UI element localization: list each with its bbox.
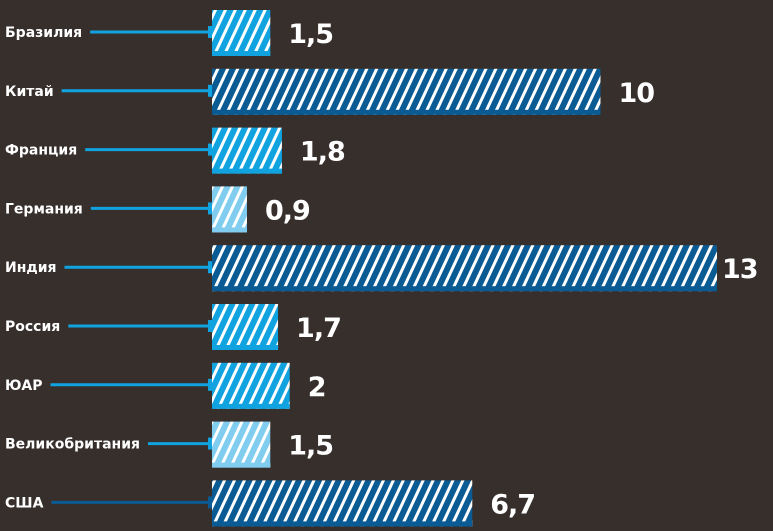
bar: [212, 421, 271, 468]
bar-row: Бразилия 1,5: [5, 10, 334, 56]
bar: [212, 127, 282, 174]
bar-row: Германия 0,9: [5, 186, 311, 233]
value-label: 2: [308, 372, 326, 403]
bar: [212, 10, 271, 56]
category-label: Германия: [5, 201, 83, 217]
category-label: Индия: [5, 260, 57, 276]
bar-base: [212, 345, 279, 350]
bar-base: [212, 51, 271, 56]
bar-row: Китай 10: [5, 68, 655, 115]
bar: [212, 245, 717, 292]
leader-tick: [208, 320, 212, 332]
category-label: ЮАР: [5, 378, 43, 394]
value-label: 10: [618, 78, 654, 109]
leader-tick: [208, 496, 212, 509]
bar: [212, 68, 601, 115]
bar: [212, 480, 473, 527]
leader-tick: [208, 202, 212, 215]
leader-tick: [208, 261, 212, 274]
value-label: 1,5: [288, 19, 333, 50]
category-label: Бразилия: [5, 25, 82, 41]
value-label: 1,7: [296, 313, 341, 344]
bar-row: Индия 13: [5, 245, 759, 292]
bar-base: [212, 168, 282, 174]
value-label: 6,7: [490, 489, 535, 520]
value-label: 13: [722, 254, 758, 285]
bar-base: [212, 521, 473, 527]
leader-tick: [208, 143, 212, 156]
category-label: Китай: [5, 84, 54, 100]
bar-row: ЮАР 2: [5, 362, 326, 409]
bar-row: Франция 1,8: [5, 127, 346, 174]
leader-tick: [208, 437, 212, 450]
bar-base: [212, 227, 247, 233]
bar: [212, 304, 279, 350]
bar-base: [212, 462, 271, 468]
category-label: Россия: [5, 319, 60, 335]
category-label: Великобритания: [5, 437, 140, 453]
leader-tick: [208, 378, 212, 391]
leader-tick: [208, 84, 212, 97]
category-label: США: [5, 495, 44, 511]
bar-row: Великобритания 1,5: [5, 421, 334, 468]
value-label: 1,5: [288, 431, 333, 462]
bar-row: Россия 1,7: [5, 304, 342, 350]
value-label: 1,8: [300, 137, 345, 168]
bar: [212, 186, 247, 233]
category-label: Франция: [5, 143, 77, 159]
bar: [212, 362, 290, 409]
bar-base: [212, 286, 717, 292]
bar-row: США 6,7: [5, 480, 536, 527]
bar-base: [212, 403, 290, 409]
bar-base: [212, 109, 601, 115]
value-label: 0,9: [265, 195, 310, 226]
leader-tick: [208, 26, 212, 38]
